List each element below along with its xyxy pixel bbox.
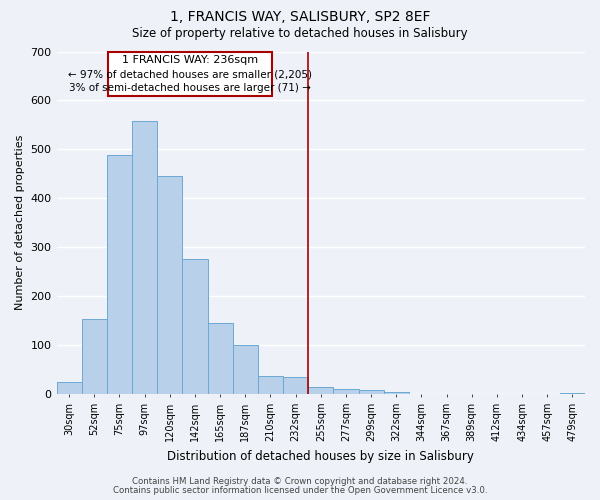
Text: Contains HM Land Registry data © Crown copyright and database right 2024.: Contains HM Land Registry data © Crown c… [132, 477, 468, 486]
Text: 1, FRANCIS WAY, SALISBURY, SP2 8EF: 1, FRANCIS WAY, SALISBURY, SP2 8EF [170, 10, 430, 24]
Bar [308, 386, 334, 394]
Y-axis label: Number of detached properties: Number of detached properties [15, 135, 25, 310]
Bar [258, 376, 283, 394]
Bar [107, 155, 132, 394]
Bar [283, 377, 308, 394]
X-axis label: Distribution of detached houses by size in Salisbury: Distribution of detached houses by size … [167, 450, 474, 462]
Text: 3% of semi-detached houses are larger (71) →: 3% of semi-detached houses are larger (7… [69, 83, 311, 93]
Bar [383, 392, 409, 394]
Bar [560, 392, 585, 394]
Bar [132, 122, 157, 394]
Bar [233, 345, 258, 394]
Text: Size of property relative to detached houses in Salisbury: Size of property relative to detached ho… [132, 28, 468, 40]
Text: 1 FRANCIS WAY: 236sqm: 1 FRANCIS WAY: 236sqm [122, 56, 258, 66]
Bar [56, 382, 82, 394]
Bar [359, 390, 383, 394]
Bar [334, 389, 359, 394]
Text: ← 97% of detached houses are smaller (2,205): ← 97% of detached houses are smaller (2,… [68, 69, 312, 79]
Bar [82, 319, 107, 394]
FancyBboxPatch shape [108, 52, 272, 96]
Bar [208, 323, 233, 394]
Text: Contains public sector information licensed under the Open Government Licence v3: Contains public sector information licen… [113, 486, 487, 495]
Bar [157, 176, 182, 394]
Bar [182, 260, 208, 394]
